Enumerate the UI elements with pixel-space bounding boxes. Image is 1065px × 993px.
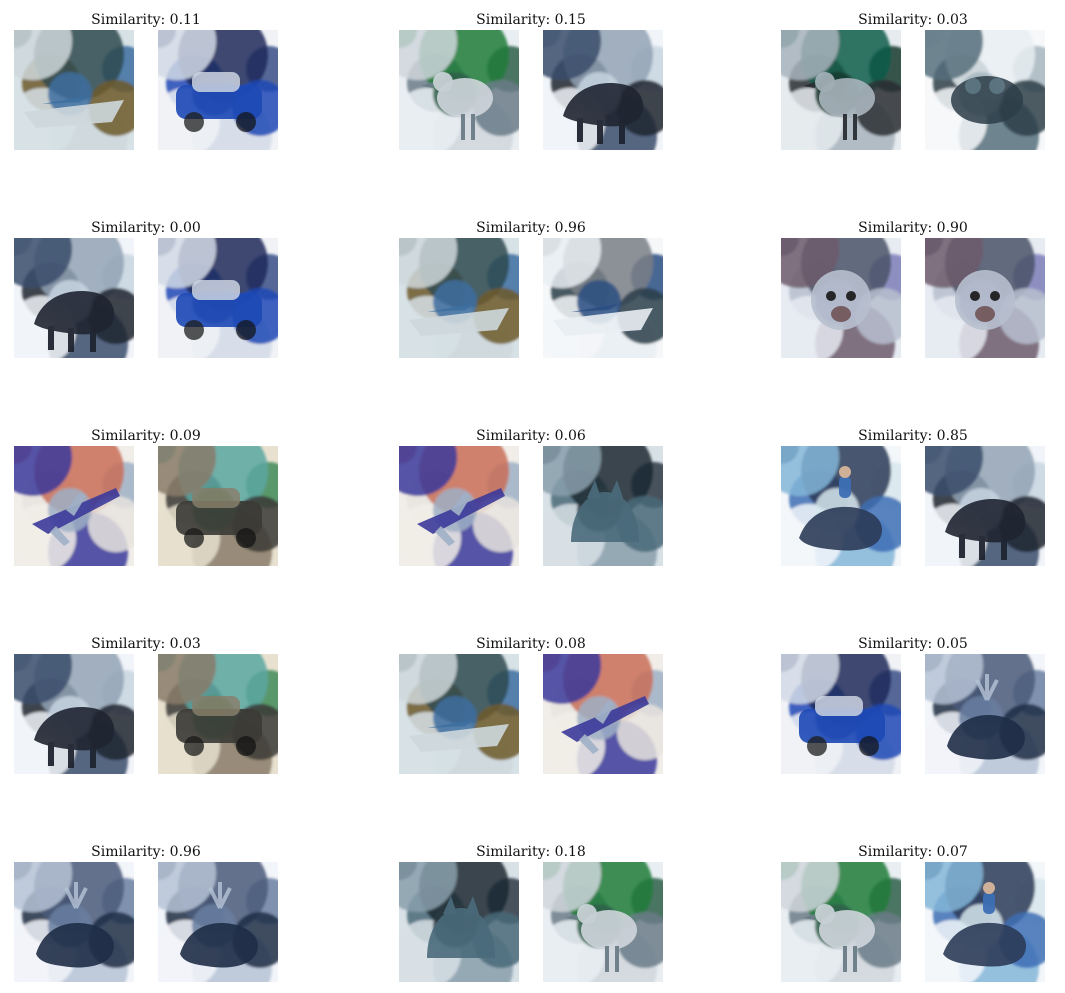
similarity-label-r1-c2: Similarity: 0.15 bbox=[476, 12, 586, 28]
right-image-r1-c2 bbox=[543, 30, 663, 150]
left-image-r4-c1 bbox=[14, 654, 134, 774]
left-image-r2-c3 bbox=[781, 238, 901, 358]
left-image-r3-c1 bbox=[14, 446, 134, 566]
left-image-r4-c2 bbox=[399, 654, 519, 774]
right-image-r5-c1 bbox=[158, 862, 278, 982]
left-image-r5-c2 bbox=[399, 862, 519, 982]
left-image-r1-c2 bbox=[399, 30, 519, 150]
left-image-r2-c1 bbox=[14, 238, 134, 358]
similarity-label-r3-c2: Similarity: 0.06 bbox=[476, 428, 586, 444]
left-image-r3-c2 bbox=[399, 446, 519, 566]
left-image-r5-c1 bbox=[14, 862, 134, 982]
similarity-label-r4-c1: Similarity: 0.03 bbox=[91, 636, 201, 652]
right-image-r1-c1 bbox=[158, 30, 278, 150]
similarity-label-r5-c2: Similarity: 0.18 bbox=[476, 844, 586, 860]
left-image-r1-c1 bbox=[14, 30, 134, 150]
similarity-label-r2-c2: Similarity: 0.96 bbox=[476, 220, 586, 236]
right-image-r2-c3 bbox=[925, 238, 1045, 358]
right-image-r4-c3 bbox=[925, 654, 1045, 774]
right-image-r3-c3 bbox=[925, 446, 1045, 566]
right-image-r4-c1 bbox=[158, 654, 278, 774]
right-image-r3-c1 bbox=[158, 446, 278, 566]
similarity-label-r4-c3: Similarity: 0.05 bbox=[858, 636, 968, 652]
right-image-r5-c2 bbox=[543, 862, 663, 982]
right-image-r4-c2 bbox=[543, 654, 663, 774]
left-image-r5-c3 bbox=[781, 862, 901, 982]
right-image-r1-c3 bbox=[925, 30, 1045, 150]
right-image-r5-c3 bbox=[925, 862, 1045, 982]
similarity-label-r5-c1: Similarity: 0.96 bbox=[91, 844, 201, 860]
similarity-label-r3-c1: Similarity: 0.09 bbox=[91, 428, 201, 444]
left-image-r3-c3 bbox=[781, 446, 901, 566]
left-image-r2-c2 bbox=[399, 238, 519, 358]
similarity-label-r4-c2: Similarity: 0.08 bbox=[476, 636, 586, 652]
right-image-r2-c1 bbox=[158, 238, 278, 358]
similarity-label-r2-c3: Similarity: 0.90 bbox=[858, 220, 968, 236]
left-image-r1-c3 bbox=[781, 30, 901, 150]
right-image-r3-c2 bbox=[543, 446, 663, 566]
similarity-label-r1-c1: Similarity: 0.11 bbox=[91, 12, 201, 28]
similarity-label-r2-c1: Similarity: 0.00 bbox=[91, 220, 201, 236]
similarity-label-r1-c3: Similarity: 0.03 bbox=[858, 12, 968, 28]
similarity-label-r5-c3: Similarity: 0.07 bbox=[858, 844, 968, 860]
similarity-label-r3-c3: Similarity: 0.85 bbox=[858, 428, 968, 444]
right-image-r2-c2 bbox=[543, 238, 663, 358]
left-image-r4-c3 bbox=[781, 654, 901, 774]
